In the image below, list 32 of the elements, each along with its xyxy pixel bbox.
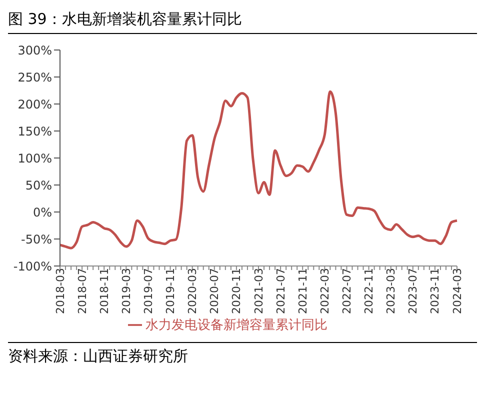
x-tick-label: 2020-03 — [186, 268, 200, 314]
x-tick-label: 2020-07 — [208, 268, 222, 314]
y-tick-label: 300% — [18, 43, 52, 58]
chart-title: 图 39：水电新增装机容量累计同比 — [8, 8, 477, 34]
x-tick-label: 2018-03 — [54, 268, 67, 314]
y-tick-label: 50% — [25, 178, 52, 192]
x-tick-label: 2021-07 — [274, 268, 288, 314]
x-tick-label: 2019-07 — [142, 268, 156, 314]
x-tick-label: 2018-07 — [76, 268, 89, 314]
y-tick-label: 100% — [18, 151, 52, 166]
x-tick-label: 2022-11 — [362, 268, 376, 314]
x-tick-label: 2024-03 — [450, 268, 464, 314]
x-tick-label: 2020-11 — [230, 268, 244, 314]
x-tick-label: 2021-11 — [296, 268, 310, 314]
x-tick-label: 2022-03 — [318, 268, 332, 314]
legend-label: 水力发电设备新增容量累计同比 — [146, 318, 328, 333]
y-tick-label: 0% — [32, 205, 52, 220]
y-tick-label: -100% — [13, 259, 52, 274]
x-tick-label: 2019-03 — [120, 268, 133, 314]
x-tick-label: 2023-07 — [406, 268, 420, 314]
y-tick-label: -50% — [20, 232, 52, 246]
y-tick-label: 200% — [18, 97, 52, 112]
text: 资料来源：山西证券研究所 — [8, 347, 189, 366]
x-tick-label: 2023-03 — [384, 268, 398, 314]
y-tick-label: 150% — [18, 124, 52, 138]
x-tick-label: 2023-11 — [428, 268, 442, 314]
x-tick-label: 2019-11 — [164, 268, 178, 314]
line-series — [58, 90, 458, 250]
y-tick-label: 250% — [18, 70, 52, 84]
x-tick-label: 2021-03 — [252, 268, 266, 314]
x-tick-label: 2018-11 — [98, 268, 111, 314]
x-tick-label: 2022-07 — [340, 268, 354, 314]
